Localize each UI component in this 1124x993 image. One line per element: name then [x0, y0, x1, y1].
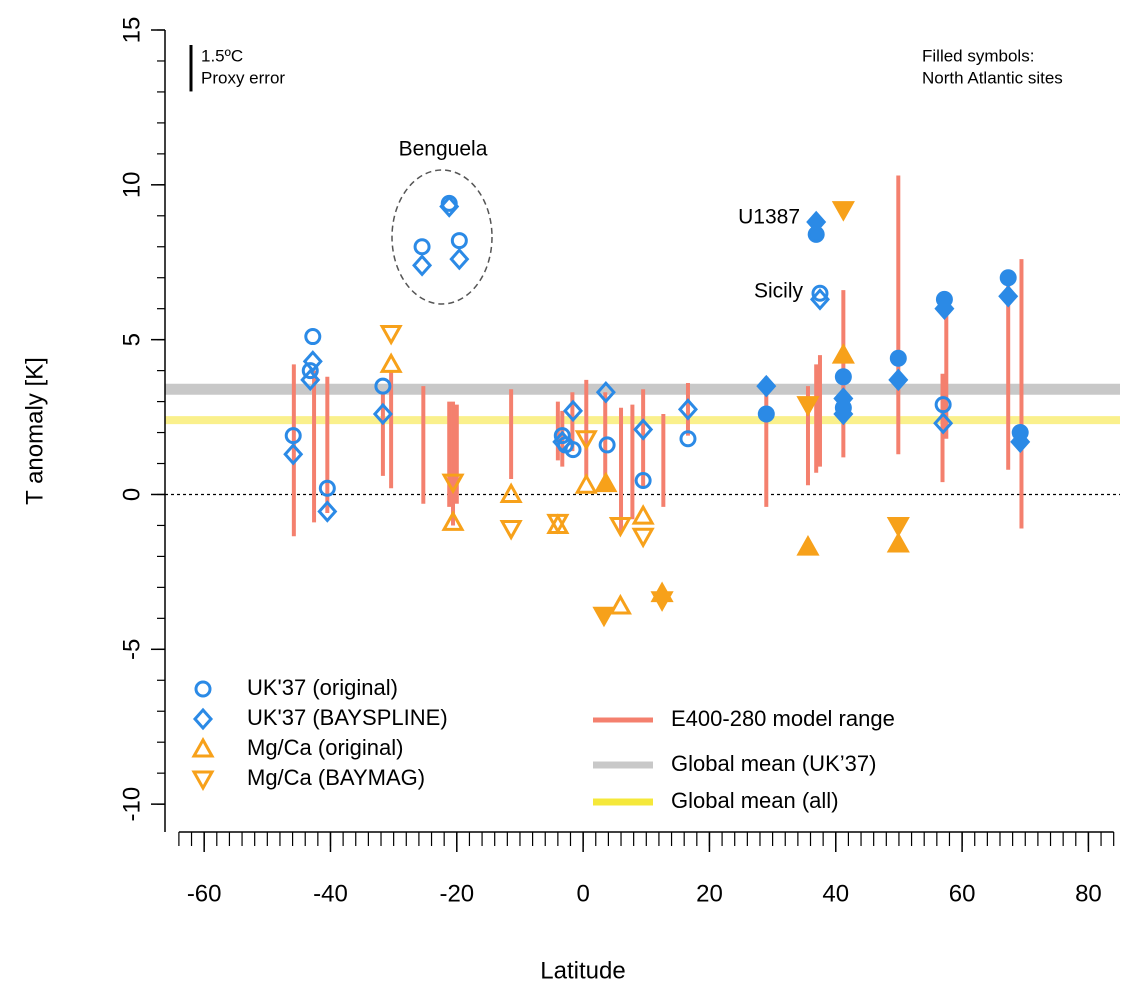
- marker-down: [631, 527, 655, 549]
- marker-diamond: [833, 402, 854, 426]
- annotation: U1387: [738, 206, 800, 229]
- marker-down: [379, 324, 403, 346]
- marker-diamond: [756, 374, 777, 398]
- legend-label: Mg/Ca (BAYMAG): [247, 765, 425, 790]
- x-axis-title: Latitude: [540, 957, 625, 984]
- marker-diamond: [192, 707, 214, 731]
- legend-label: E400-280 model range: [671, 706, 895, 731]
- x-tick-label: 40: [822, 880, 849, 907]
- marker-down: [441, 473, 465, 495]
- y-tick-label: 0: [118, 488, 145, 501]
- marker-diamond: [888, 368, 909, 392]
- marker-circle: [301, 362, 319, 380]
- benguela-outline: [391, 169, 493, 305]
- marker-diamond: [806, 210, 827, 234]
- marker-down: [650, 591, 674, 612]
- marker-up: [608, 593, 632, 615]
- marker-diamond: [372, 402, 393, 426]
- marker-diamond: [934, 297, 955, 320]
- x-tick-label: -20: [439, 880, 474, 907]
- marker-up: [594, 471, 618, 493]
- y-tick-label: -5: [118, 639, 145, 660]
- legend-label: Mg/Ca (original): [247, 735, 404, 760]
- marker-diamond: [302, 350, 323, 373]
- marker-up: [796, 535, 820, 556]
- y-tick-label: 5: [118, 333, 145, 346]
- marker-diamond: [552, 430, 573, 454]
- marker-up: [191, 736, 215, 758]
- marker-up: [441, 510, 465, 531]
- marker-circle: [374, 377, 392, 395]
- marker-circle: [757, 405, 775, 423]
- marker-diamond: [633, 418, 654, 441]
- y-tick-label: 10: [118, 171, 145, 198]
- legend-label: Global mean (UK’37): [671, 751, 876, 776]
- y-tick-label: 15: [118, 17, 145, 44]
- x-tick-label: -40: [313, 880, 348, 907]
- marker-up: [831, 343, 855, 364]
- legend-label: Global mean (all): [671, 788, 839, 813]
- marker-circle: [889, 349, 907, 367]
- marker-down: [546, 513, 570, 535]
- marker-down: [191, 770, 215, 792]
- marker-diamond: [300, 368, 321, 392]
- marker-up: [574, 473, 598, 494]
- marker-diamond: [412, 254, 433, 277]
- annotation: Sicily: [754, 280, 804, 303]
- marker-diamond: [595, 381, 616, 404]
- marker-circle: [284, 427, 302, 445]
- marker-diamond: [1010, 430, 1031, 454]
- note: North Atlantic sites: [922, 68, 1063, 87]
- marker-circle: [413, 238, 431, 256]
- marker-circle: [598, 436, 616, 454]
- marker-down: [574, 430, 598, 451]
- y-axis-title: T anomaly [K]: [21, 357, 48, 505]
- marker-circle: [564, 441, 582, 459]
- marker-down: [608, 516, 632, 538]
- note: Filled symbols:: [922, 46, 1034, 65]
- x-tick-label: 80: [1075, 880, 1102, 907]
- marker-diamond: [439, 195, 460, 218]
- y-tick-label: -10: [118, 787, 145, 822]
- marker-up: [499, 482, 523, 503]
- marker-circle: [834, 368, 852, 386]
- marker-diamond: [998, 285, 1019, 308]
- marker-down: [831, 201, 855, 222]
- marker-circle: [450, 232, 468, 250]
- marker-up: [379, 352, 403, 373]
- marker-diamond: [933, 412, 954, 435]
- marker-down: [499, 520, 523, 541]
- marker-diamond: [317, 500, 338, 523]
- proxy-error-label: 1.5ºC: [201, 46, 243, 65]
- legend-label: UK'37 (original): [247, 675, 398, 700]
- marker-up: [886, 531, 910, 553]
- marker-circle: [634, 472, 652, 490]
- x-tick-label: -60: [187, 880, 222, 907]
- marker-circle: [318, 479, 336, 497]
- marker-circle: [553, 427, 571, 445]
- marker-diamond: [677, 398, 698, 421]
- x-tick-label: 60: [949, 880, 976, 907]
- marker-down: [796, 396, 820, 417]
- proxy-error-text: Proxy error: [201, 68, 285, 87]
- marker-circle: [194, 680, 212, 698]
- marker-circle: [811, 284, 829, 302]
- marker-circle: [934, 396, 952, 414]
- marker-diamond: [449, 247, 470, 271]
- marker-diamond: [563, 399, 584, 423]
- annotation: Benguela: [399, 138, 488, 161]
- marker-circle: [999, 269, 1017, 287]
- marker-circle: [304, 328, 322, 346]
- marker-diamond: [283, 442, 304, 466]
- marker-down: [592, 606, 616, 628]
- marker-circle: [679, 430, 697, 448]
- x-tick-label: 0: [576, 880, 589, 907]
- legend-label: UK'37 (BAYSPLINE): [247, 705, 448, 730]
- x-tick-label: 20: [696, 880, 723, 907]
- marker-down: [886, 516, 910, 538]
- marker-diamond: [809, 288, 830, 311]
- marker-up: [631, 504, 655, 525]
